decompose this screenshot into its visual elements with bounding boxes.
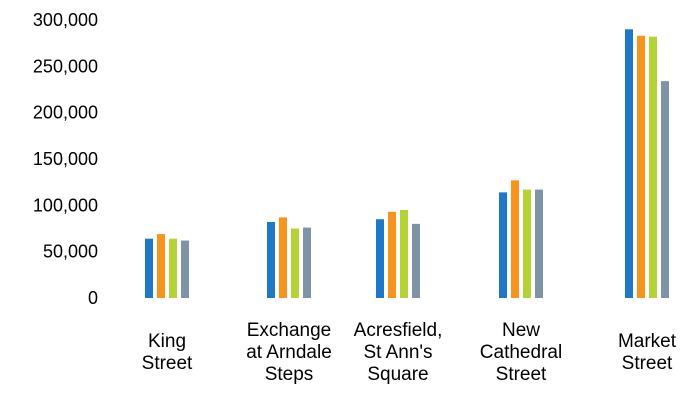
bar xyxy=(625,29,633,299)
y-tick-label: 300,000 xyxy=(33,10,98,30)
x-category-label-line: Exchange xyxy=(247,320,332,341)
y-tick-label: 150,000 xyxy=(33,149,98,169)
bar xyxy=(400,209,408,298)
bar xyxy=(523,189,531,298)
bar xyxy=(376,219,384,298)
bar xyxy=(303,227,311,298)
bar xyxy=(511,180,519,298)
y-tick-label: 0 xyxy=(88,288,98,308)
x-category-label-line: Street xyxy=(142,353,193,374)
bar xyxy=(181,240,189,298)
x-category-label: Acresfield, St Ann's Square xyxy=(354,320,443,385)
bar xyxy=(661,81,669,298)
y-tick-label: 250,000 xyxy=(33,56,98,76)
bars xyxy=(145,29,669,299)
x-category-label: New Cathedral Street xyxy=(480,320,562,385)
y-axis: 0 50,000 100,000 150,000 200,000 250,000 300,0… xyxy=(33,10,98,308)
x-category-label: Market Street xyxy=(618,331,677,374)
x-category-label-line: Market xyxy=(618,331,677,352)
bar xyxy=(267,222,275,298)
x-category-label-line: Square xyxy=(367,364,428,385)
bar xyxy=(157,234,165,298)
bar xyxy=(169,238,177,298)
bar xyxy=(412,223,420,298)
y-tick-label: 50,000 xyxy=(43,242,98,262)
bar xyxy=(637,35,645,299)
bar xyxy=(279,217,287,298)
x-category-label-line: Street xyxy=(496,364,547,385)
y-tick-label: 200,000 xyxy=(33,103,98,123)
bar xyxy=(649,36,657,299)
bar xyxy=(535,189,543,298)
y-tick-label: 100,000 xyxy=(33,195,98,215)
x-category-label-line: King xyxy=(148,331,186,352)
x-category-label-line: St Ann's xyxy=(363,342,432,363)
x-category-label-line: Street xyxy=(622,353,673,374)
bar xyxy=(499,192,507,298)
x-category-label-line: Steps xyxy=(265,364,314,385)
x-category-label: King Street xyxy=(142,331,193,374)
x-category-label-line: Acresfield, xyxy=(354,320,443,341)
x-category-label: Exchange at Arndale Steps xyxy=(246,320,332,385)
x-category-label-line: at Arndale xyxy=(246,342,332,363)
bar xyxy=(145,238,153,298)
x-category-label-line: New xyxy=(502,320,540,341)
bar xyxy=(388,211,396,298)
x-category-label-line: Cathedral xyxy=(480,342,562,363)
bar xyxy=(291,228,299,298)
